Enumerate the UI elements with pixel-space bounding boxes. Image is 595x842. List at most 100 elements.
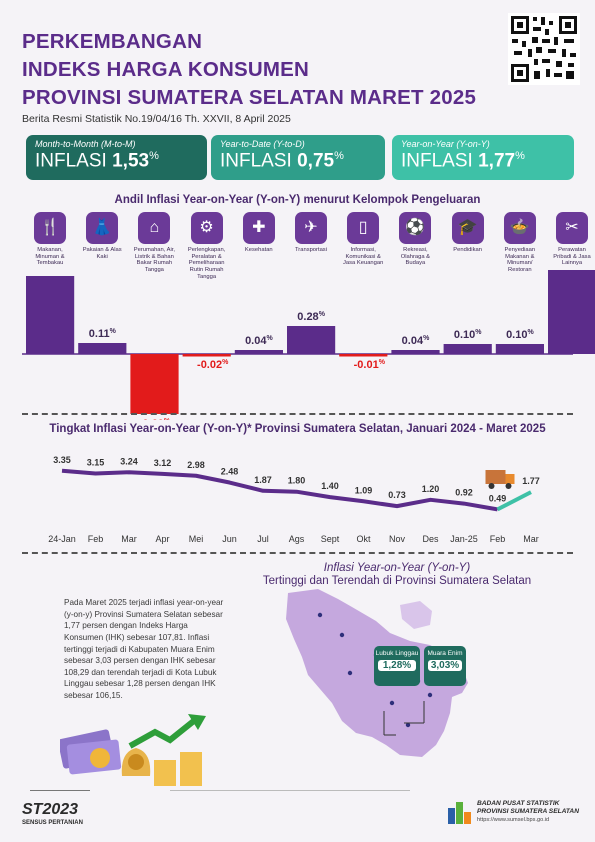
title-line-3: PROVINSI SUMATERA SELATAN MARET 2025	[22, 86, 477, 109]
line-category-label: Nov	[389, 534, 406, 544]
highest-city-name: Muara Enim	[427, 650, 463, 657]
category-1: 👗 Pakaian & Alas Kaki	[81, 212, 123, 260]
bar-value-label: 0.11%	[89, 328, 117, 340]
divider-1	[22, 413, 573, 415]
category-2: ⌂ Perumahan, Air, Listrik & Bahan Bakar R…	[133, 212, 175, 274]
category-label: Perawatan Pribadi & Jasa Lainnya	[553, 247, 591, 267]
bar	[495, 344, 544, 354]
line-category-label: Jul	[257, 534, 269, 544]
category-3: ⚙ Perlengkapan, Peralatan & Pemeliharaan …	[186, 212, 228, 280]
bar	[443, 344, 492, 354]
health-icon: ✚	[242, 212, 275, 244]
clothes-icon: 👗	[86, 212, 119, 244]
bar-value-label: 0.28%	[297, 311, 325, 323]
line-value-label: 1.09	[355, 485, 373, 495]
category-label: Rekreasi, Olahraga & Budaya	[400, 247, 431, 267]
summary-paragraph: Pada Maret 2025 terjadi inflasi year-on-…	[64, 598, 224, 701]
title-line-2: INDEKS HARGA KONSUMEN	[22, 58, 310, 81]
bar	[26, 276, 75, 354]
line-series-teal	[496, 490, 532, 512]
highest-city-callout: Muara Enim 3,03%	[424, 646, 466, 686]
category-0: 🍴 Makanan, Minuman & Tembakau	[29, 212, 71, 267]
line-value-label: 0.73	[388, 490, 406, 500]
card-ytd-unit: %	[334, 150, 344, 162]
category-label: Penyediaan Makanan & Minuman/ Restoran	[504, 247, 536, 273]
line-category-label: Des	[422, 534, 439, 544]
card-yoy: Year-on-Year (Y-on-Y) INFLASI 1,77%	[392, 135, 574, 180]
card-ytd-label: Year-to-Date (Y-to-D)	[220, 139, 305, 149]
st2023-logo: ST2023	[22, 801, 79, 818]
card-mtm-label: Month-to-Month (M-to-M)	[35, 139, 136, 149]
line-category-label: Jun	[222, 534, 237, 544]
bar-chart: 0.78% 0.11% -0.60% -0.02% 0.04% 0.28% -0.01% 0.…	[22, 270, 595, 420]
st2023-sub: SENSUS PERTANIAN	[22, 820, 83, 826]
bar	[287, 326, 336, 354]
bar	[78, 343, 127, 354]
bar	[234, 350, 283, 354]
card-mtm-unit: %	[149, 150, 159, 162]
restaurant-icon: 🍲	[503, 212, 536, 244]
category-label: Kesehatan	[244, 247, 273, 253]
line-category-label: Apr	[155, 534, 169, 544]
bar-value-label: -0.01%	[354, 359, 386, 371]
card-ytd: Year-to-Date (Y-to-D) INFLASI 0,75%	[211, 135, 385, 180]
line-category-label: Sept	[321, 534, 340, 544]
bar	[339, 354, 388, 357]
bar-value-label: 0.04%	[245, 335, 273, 347]
line-category-label: Mar	[121, 534, 137, 544]
card-mtm-prefix: INFLASI	[35, 150, 107, 172]
bar-value-label: 0.10%	[506, 329, 534, 341]
bps-line-1: BADAN PUSAT STATISTIK	[477, 800, 560, 807]
card-yoy-label: Year-on-Year (Y-on-Y)	[401, 139, 490, 149]
line-category-label: Jan-25	[450, 534, 478, 544]
lowest-city-name: Lubuk Linggau	[375, 650, 419, 657]
bps-url: https://www.sumsel.bps.go.id	[477, 817, 550, 823]
bps-logo-icon	[448, 802, 471, 824]
category-8: 🎓 Pendidikan	[447, 212, 489, 254]
line-category-label: Okt	[356, 534, 371, 544]
line-category-label: 24-Jan	[48, 534, 76, 544]
line-value-label: 3.35	[53, 455, 71, 465]
line-category-label: Feb	[88, 534, 104, 544]
category-5: ✈ Transportasi	[290, 212, 332, 254]
card-ytd-prefix: INFLASI	[220, 150, 292, 172]
bar-value-label: -0.02%	[197, 359, 229, 371]
bar-value-label: -0.60%	[139, 418, 171, 420]
highest-city-value: 3,03%	[428, 660, 462, 671]
category-label: Makanan, Minuman & Tembakau	[35, 247, 65, 267]
bar	[182, 354, 231, 357]
line-value-label: 1.80	[288, 476, 306, 486]
lowest-city-callout: Lubuk Linggau 1,28%	[374, 646, 420, 686]
category-9: 🍲 Penyediaan Makanan & Minuman/ Restoran	[499, 212, 541, 274]
graduation-icon: 🎓	[451, 212, 484, 244]
qr-code-icon	[508, 13, 580, 85]
bar-value-label: 0.78%	[36, 270, 64, 273]
line-category-label: Feb	[490, 534, 506, 544]
line-category-label: Mar	[523, 534, 539, 544]
card-yoy-prefix: INFLASI	[401, 150, 473, 172]
line-chart: 3.35 24-Jan 3.15 Feb 3.24 Mar 3.12 Apr 2.98 Mei 2.…	[48, 455, 540, 544]
card-ytd-value: 0,75	[297, 150, 335, 172]
house-icon: ⌂	[138, 212, 171, 244]
line-value-label: 1.20	[422, 484, 440, 494]
line-value-label: 3.12	[154, 458, 172, 468]
map-title-1: Inflasi Year-on-Year (Y-on-Y)	[323, 562, 471, 574]
line-category-label: Ags	[289, 534, 305, 544]
line-value-label: 2.48	[221, 467, 239, 477]
card-mtm: Month-to-Month (M-to-M) INFLASI 1,53%	[26, 135, 207, 180]
category-4: ✚ Kesehatan	[238, 212, 280, 254]
line-value-label: 3.15	[87, 457, 105, 467]
category-label: Perumahan, Air, Listrik & Bahan Bakar Ru…	[133, 247, 176, 273]
divider-2	[22, 552, 573, 554]
truck-icon	[485, 470, 515, 489]
phone-icon: ▯	[347, 212, 380, 244]
card-yoy-value: 1,77	[478, 150, 516, 172]
category-6: ▯ Informasi, Komunikasi & Jasa Keuangan	[342, 212, 384, 267]
bar	[548, 270, 595, 354]
title-line-1: PERKEMBANGAN	[22, 30, 203, 53]
map-title-2: Tertinggi dan Terendah di Provinsi Sumat…	[262, 575, 532, 587]
food-icon: 🍴	[34, 212, 66, 244]
plane-icon: ✈	[295, 212, 327, 244]
line-value-label: 1.87	[254, 475, 272, 485]
tools-icon: ✂	[556, 212, 588, 244]
